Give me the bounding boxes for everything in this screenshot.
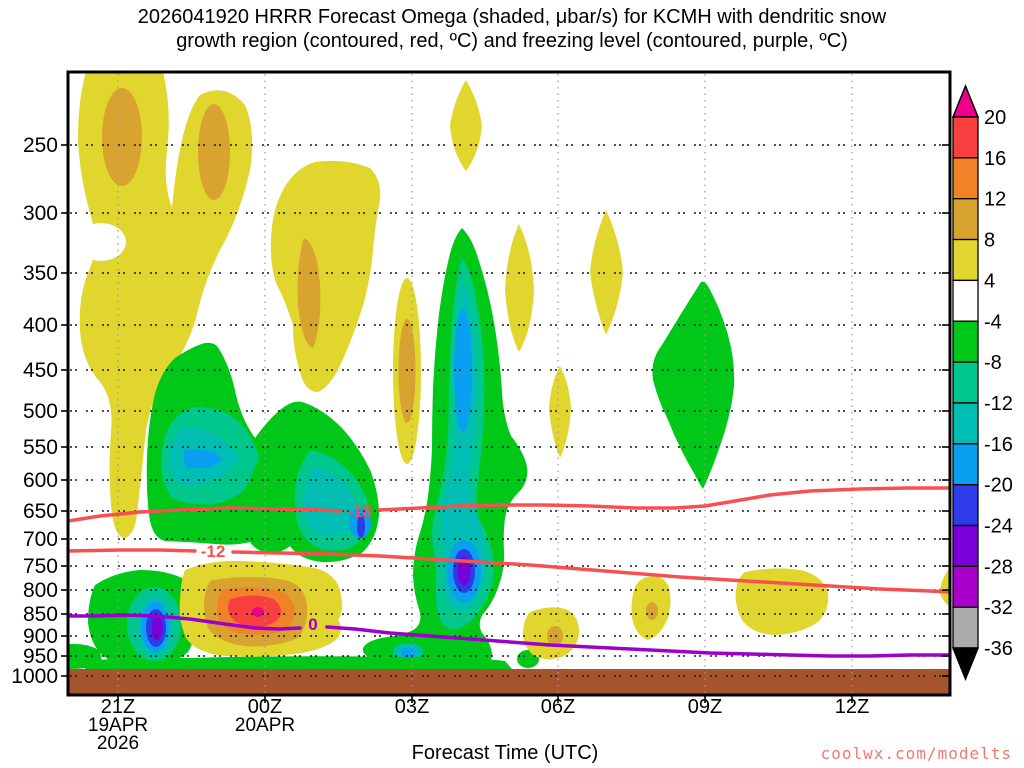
colorbar-tick-label: -28 xyxy=(984,556,1013,578)
y-tick-label: 400 xyxy=(23,314,58,337)
dgz-minus12-contour xyxy=(68,548,197,553)
colorbar-band xyxy=(952,320,979,363)
colorbar-tick-label: -24 xyxy=(984,516,1013,538)
colorbar-tick-label: -4 xyxy=(984,311,1002,333)
y-tick-label: 800 xyxy=(23,579,58,602)
colorbar-band xyxy=(952,565,979,608)
colorbar-band xyxy=(952,606,979,649)
y-tick-label: 850 xyxy=(23,603,58,626)
colorbar-tick-label: 16 xyxy=(984,148,1006,170)
descent-leaf xyxy=(590,210,623,335)
y-tick-label: 500 xyxy=(23,400,58,423)
colorbar-band xyxy=(952,198,979,241)
ascent-core xyxy=(357,514,365,538)
contour-value-label: -12 xyxy=(201,542,226,561)
colorbar-tick-label: 20 xyxy=(984,107,1006,129)
surface-green-strip xyxy=(85,656,512,669)
x-tick-label: 09Z xyxy=(688,696,722,718)
plot-frame xyxy=(66,70,952,697)
x-tick-label: 00Z xyxy=(248,696,282,718)
x-tick-label: 12Z xyxy=(835,696,869,718)
descent-core xyxy=(398,319,416,423)
ascent-core-upper xyxy=(454,310,472,432)
colorbar-tick-label: -16 xyxy=(984,434,1013,456)
dgz-minus12-contour xyxy=(231,550,950,594)
x-tick-date-label: 2026 xyxy=(97,733,139,754)
descent-leaf xyxy=(505,224,534,352)
x-tick-label: 06Z xyxy=(541,696,575,718)
y-tick-label: 250 xyxy=(23,134,58,157)
descent-low xyxy=(735,568,829,635)
descent-low-core xyxy=(646,602,658,620)
dgz-minus18-contour xyxy=(377,486,950,512)
terrain-ground xyxy=(68,669,950,695)
colorbar-tick-label: -20 xyxy=(984,475,1013,497)
ascent-shade xyxy=(303,467,357,537)
colorbar-tick-label: 12 xyxy=(984,189,1006,211)
colorbar-band xyxy=(952,361,979,404)
y-tick-label: 900 xyxy=(23,625,58,648)
x-axis-title: Forecast Time (UTC) xyxy=(411,742,599,764)
colorbar: 20 16 12 8 4 -4 -8 -12 -16 -20 -24 -28 -32 -36 xyxy=(951,83,1013,682)
y-tick-label: 700 xyxy=(23,528,58,551)
chart-title-line1: 2026041920 HRRR Forecast Omega (shaded, … xyxy=(137,6,887,28)
x-tick-label: 21Z xyxy=(101,696,135,718)
y-tick-label: 450 xyxy=(23,359,58,382)
colorbar-tick-label: -8 xyxy=(984,352,1002,374)
dgz-minus18-contour xyxy=(68,506,343,523)
y-tick-label: 950 xyxy=(23,645,58,668)
freezing-level-contour xyxy=(325,625,950,658)
colorbar-band xyxy=(952,279,979,322)
colorbar-under-arrow xyxy=(951,647,980,682)
watermark-link[interactable]: coolwx.com/modelts xyxy=(820,744,1012,763)
notch xyxy=(76,223,126,261)
descent-leaf xyxy=(549,366,571,458)
ascent-core xyxy=(183,449,223,468)
descent-mid xyxy=(270,160,381,392)
colorbar-tick-label: 8 xyxy=(984,230,995,252)
ascent-core-lower xyxy=(457,557,471,585)
colorbar-band xyxy=(952,116,979,159)
colorbar-band xyxy=(952,402,979,445)
x-tick-date-label: 20APR xyxy=(235,715,295,736)
contour-value-label: -18 xyxy=(348,502,373,521)
descent-core xyxy=(297,238,321,348)
colorbar-over-arrow xyxy=(951,83,980,118)
colorbar-tick-label: -32 xyxy=(984,597,1013,619)
descent-edge xyxy=(940,568,950,607)
colorbar-band xyxy=(952,524,979,567)
colorbar-band xyxy=(952,238,979,282)
colorbar-tick-label: -12 xyxy=(984,393,1013,415)
colorbar-band xyxy=(952,157,979,200)
y-tick-label: 750 xyxy=(23,555,58,578)
ascent-22z-core xyxy=(151,616,163,640)
colorbar-band xyxy=(952,483,979,527)
y-tick-label: 350 xyxy=(23,262,58,285)
y-tick-label: 650 xyxy=(23,500,58,523)
x-tick-date-label: 19APR xyxy=(88,715,148,736)
chart-title: 2026041920 HRRR Forecast Omega (shaded, … xyxy=(0,5,1024,53)
colorbar-tick-label: 4 xyxy=(984,270,995,292)
y-tick-label: 300 xyxy=(23,202,58,225)
y-tick-label: 600 xyxy=(23,469,58,492)
freezing-level-contour xyxy=(68,613,302,631)
chart-title-line2: growth region (contoured, red, ºC) and f… xyxy=(176,30,848,52)
colorbar-tick-label: -36 xyxy=(984,638,1013,660)
y-tick-label: 550 xyxy=(23,436,58,459)
x-tick-label: 03Z xyxy=(395,696,429,718)
ascent-09z xyxy=(652,281,735,489)
ascent-column-shade xyxy=(440,280,487,611)
descent-00z-max xyxy=(252,607,264,617)
descent-core xyxy=(102,88,142,186)
descent-leaf xyxy=(450,80,482,171)
plot-content xyxy=(68,72,950,695)
y-tick-label: 1000 xyxy=(11,665,58,688)
contour-value-label: 0 xyxy=(308,615,317,634)
colorbar-band xyxy=(952,443,979,486)
descent-core xyxy=(198,104,230,200)
